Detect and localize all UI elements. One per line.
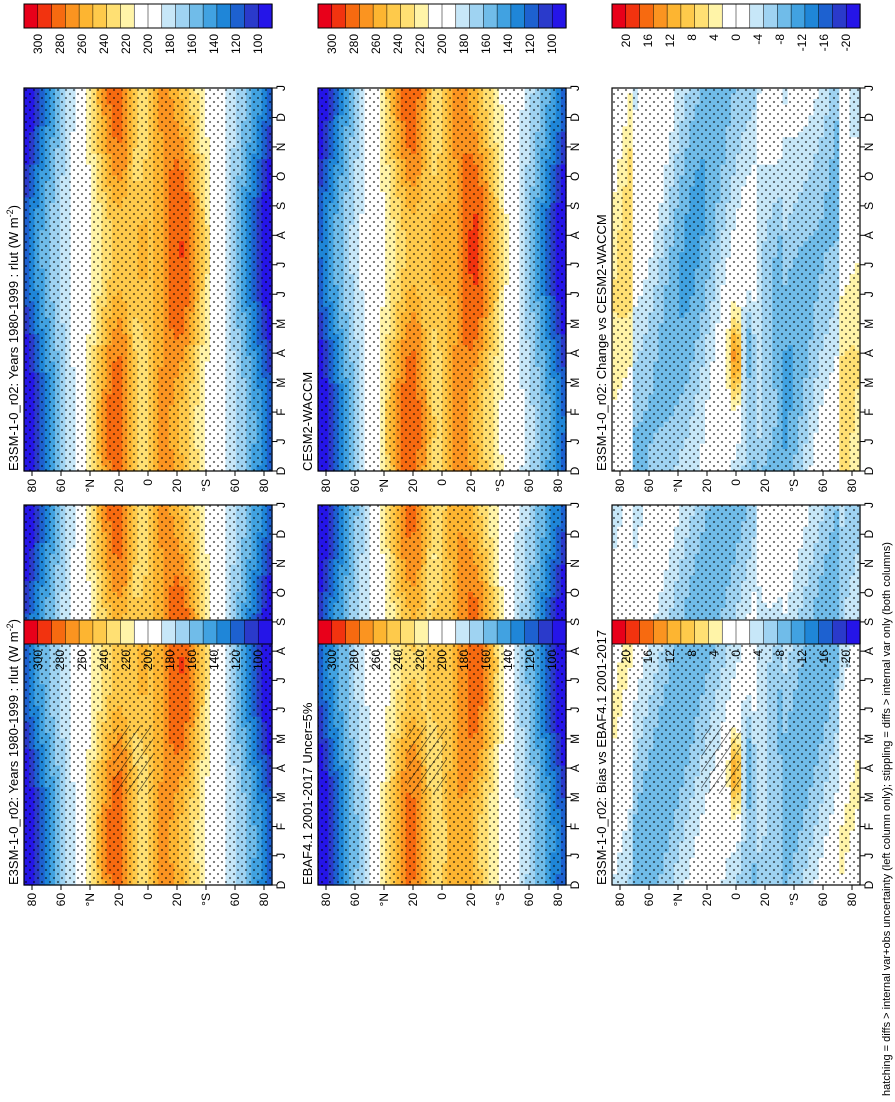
colorbar-swatch bbox=[258, 620, 272, 644]
colorbar-swatch bbox=[38, 620, 52, 644]
colorbar-tick-label: 300 bbox=[31, 650, 45, 670]
colorbar-swatch bbox=[189, 620, 203, 644]
figure-footnote: hatching = diffs > internal var+obs unce… bbox=[881, 542, 893, 1096]
colorbar-swatch bbox=[176, 620, 190, 644]
lat-tick-label: 60 bbox=[54, 893, 68, 907]
colorbar-tick-label: 140 bbox=[207, 650, 221, 670]
month-tick-label: M bbox=[274, 734, 288, 744]
month-tick-label: A bbox=[274, 647, 288, 655]
month-tick-label: M bbox=[274, 792, 288, 802]
hatch-overlay bbox=[113, 725, 153, 793]
panel-title-text: E3SM-1-0_r02: Years 1980-1999 : rlut (W … bbox=[6, 631, 21, 885]
colorbar-tick-label: 100 bbox=[251, 650, 265, 670]
month-tick-label: F bbox=[274, 823, 288, 830]
lat-tick-label: 20 bbox=[170, 893, 184, 907]
colorbar-swatch bbox=[107, 620, 121, 644]
colorbar-swatch bbox=[162, 620, 176, 644]
panel-title: E3SM-1-0_r02: Years 1980-1999 : rlut (W … bbox=[5, 619, 21, 885]
panel-title-superscript: -2 bbox=[5, 623, 15, 631]
colorbar-swatch bbox=[134, 620, 148, 644]
colorbar-tick-label: 120 bbox=[229, 650, 243, 670]
lat-tick-label: 0 bbox=[141, 893, 155, 900]
month-tick-label: D bbox=[274, 880, 288, 889]
month-tick-label: J bbox=[274, 853, 288, 859]
colorbar-swatch bbox=[203, 620, 217, 644]
panel-title-end: ) bbox=[6, 619, 21, 623]
lat-tick-label: 80 bbox=[25, 893, 39, 907]
month-tick-label: J bbox=[274, 502, 288, 508]
colorbar-tick-label: 180 bbox=[163, 650, 177, 670]
colorbar-tick-label: 260 bbox=[75, 650, 89, 670]
month-tick-label: J bbox=[274, 707, 288, 713]
month-tick-label: J bbox=[274, 677, 288, 683]
colorbar-swatch bbox=[120, 620, 134, 644]
lat-tick-label: °S bbox=[199, 893, 213, 906]
colorbar-tick-label: 160 bbox=[185, 650, 199, 670]
colorbar-swatch bbox=[52, 620, 66, 644]
lat-tick-label: 80 bbox=[257, 893, 271, 907]
colorbar-swatch bbox=[148, 620, 162, 644]
lat-tick-label: 60 bbox=[228, 893, 242, 907]
month-tick-label: D bbox=[274, 530, 288, 539]
month-tick-label: S bbox=[274, 618, 288, 626]
month-tick-label: N bbox=[274, 559, 288, 568]
month-tick-label: O bbox=[274, 588, 288, 597]
colorbar-swatch bbox=[244, 620, 258, 644]
colorbar-swatch bbox=[93, 620, 107, 644]
colorbar-swatch bbox=[65, 620, 79, 644]
lat-tick-label: °N bbox=[83, 893, 97, 906]
colorbar-tick-label: 200 bbox=[141, 650, 155, 670]
colorbar-tick-label: 220 bbox=[119, 650, 133, 670]
stipple-overlay bbox=[24, 505, 272, 885]
colorbar-swatch bbox=[79, 620, 93, 644]
colorbar-swatch bbox=[217, 620, 231, 644]
colorbar-swatch bbox=[231, 620, 245, 644]
lat-tick-label: 20 bbox=[112, 893, 126, 907]
colorbar-swatch bbox=[24, 620, 38, 644]
colorbar-tick-label: 280 bbox=[53, 650, 67, 670]
colorbar-tick-label: 240 bbox=[97, 650, 111, 670]
month-tick-label: A bbox=[274, 764, 288, 772]
